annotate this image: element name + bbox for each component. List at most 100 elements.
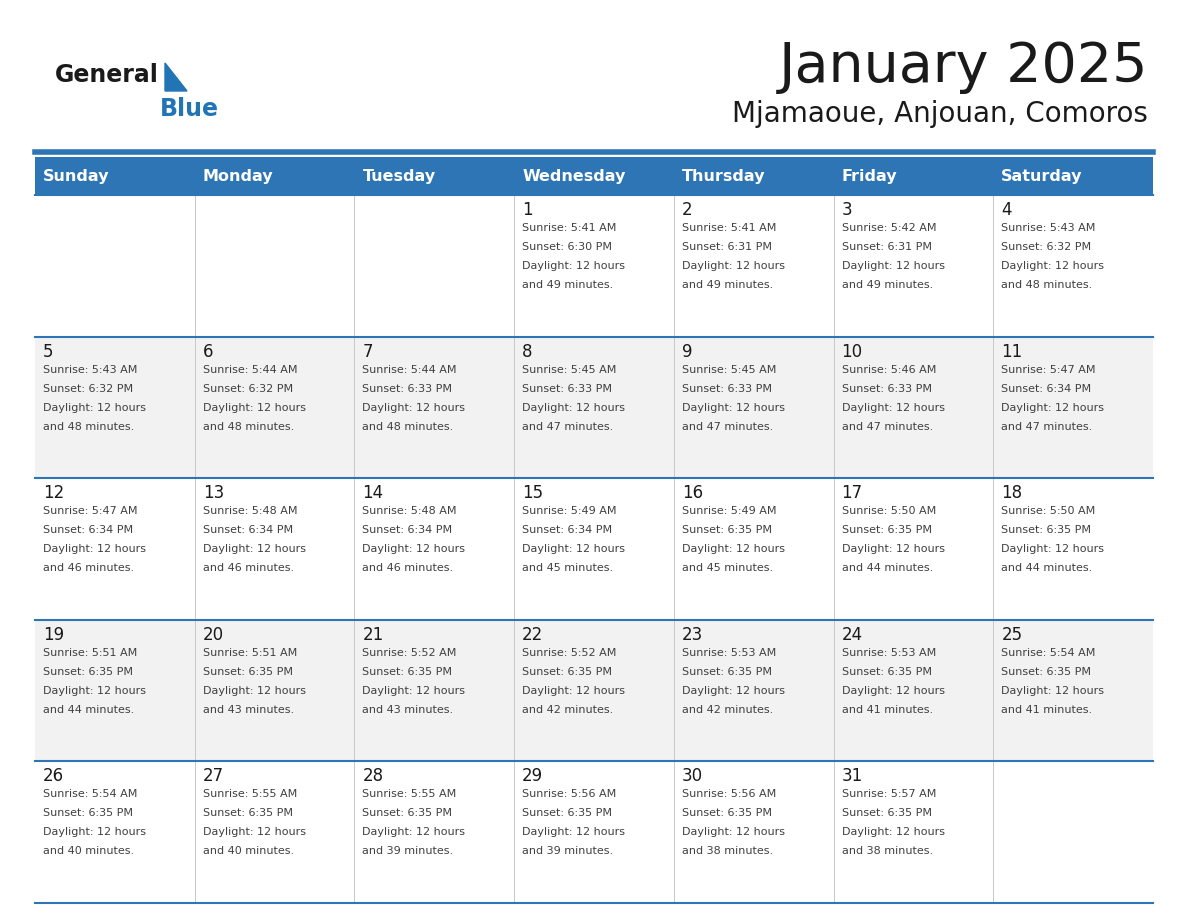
Text: and 44 minutes.: and 44 minutes. [43,705,134,715]
Text: 20: 20 [203,626,223,644]
Text: and 40 minutes.: and 40 minutes. [43,846,134,856]
Bar [34,157,1154,195]
Text: Sunrise: 5:46 AM: Sunrise: 5:46 AM [841,364,936,375]
Text: Sunset: 6:34 PM: Sunset: 6:34 PM [43,525,133,535]
Text: Daylight: 12 hours: Daylight: 12 hours [362,544,466,554]
Text: and 47 minutes.: and 47 minutes. [682,421,773,431]
Text: Sunrise: 5:41 AM: Sunrise: 5:41 AM [523,223,617,233]
Text: and 48 minutes.: and 48 minutes. [1001,280,1093,290]
Text: and 49 minutes.: and 49 minutes. [841,280,933,290]
Text: Sunrise: 5:48 AM: Sunrise: 5:48 AM [203,506,297,516]
Text: Sunrise: 5:52 AM: Sunrise: 5:52 AM [362,648,457,658]
Text: and 48 minutes.: and 48 minutes. [203,421,293,431]
Text: Sunset: 6:35 PM: Sunset: 6:35 PM [43,666,133,677]
Text: Daylight: 12 hours: Daylight: 12 hours [841,686,944,696]
Text: and 39 minutes.: and 39 minutes. [362,846,454,856]
Text: 29: 29 [523,767,543,786]
Text: 21: 21 [362,626,384,644]
Text: and 46 minutes.: and 46 minutes. [43,564,134,573]
Text: 14: 14 [362,484,384,502]
Text: and 44 minutes.: and 44 minutes. [1001,564,1093,573]
Text: Daylight: 12 hours: Daylight: 12 hours [203,403,305,412]
Text: Sunset: 6:33 PM: Sunset: 6:33 PM [362,384,453,394]
Text: Sunrise: 5:45 AM: Sunrise: 5:45 AM [682,364,776,375]
Text: Daylight: 12 hours: Daylight: 12 hours [203,544,305,554]
Text: 2: 2 [682,201,693,219]
Text: Sunset: 6:35 PM: Sunset: 6:35 PM [203,666,292,677]
Text: 18: 18 [1001,484,1023,502]
Text: 24: 24 [841,626,862,644]
Text: 26: 26 [43,767,64,786]
Text: Daylight: 12 hours: Daylight: 12 hours [523,686,625,696]
Text: Daylight: 12 hours: Daylight: 12 hours [523,261,625,271]
Text: 23: 23 [682,626,703,644]
Text: Sunset: 6:34 PM: Sunset: 6:34 PM [523,525,612,535]
Text: Sunday: Sunday [43,169,109,184]
Text: Tuesday: Tuesday [362,169,436,184]
Text: Daylight: 12 hours: Daylight: 12 hours [682,403,785,412]
Text: Daylight: 12 hours: Daylight: 12 hours [362,827,466,837]
Text: January 2025: January 2025 [778,40,1148,94]
Text: Daylight: 12 hours: Daylight: 12 hours [841,403,944,412]
Text: 17: 17 [841,484,862,502]
Text: 9: 9 [682,342,693,361]
Text: Sunrise: 5:47 AM: Sunrise: 5:47 AM [1001,364,1095,375]
Text: Sunrise: 5:51 AM: Sunrise: 5:51 AM [43,648,138,658]
Text: Sunset: 6:35 PM: Sunset: 6:35 PM [203,809,292,819]
Text: Sunrise: 5:42 AM: Sunrise: 5:42 AM [841,223,936,233]
Text: Wednesday: Wednesday [523,169,626,184]
Text: Daylight: 12 hours: Daylight: 12 hours [203,827,305,837]
Text: Daylight: 12 hours: Daylight: 12 hours [841,827,944,837]
Text: Sunrise: 5:44 AM: Sunrise: 5:44 AM [203,364,297,375]
Text: Daylight: 12 hours: Daylight: 12 hours [43,403,146,412]
Text: Sunrise: 5:48 AM: Sunrise: 5:48 AM [362,506,457,516]
Text: and 38 minutes.: and 38 minutes. [682,846,773,856]
Text: and 44 minutes.: and 44 minutes. [841,564,933,573]
Text: 22: 22 [523,626,543,644]
Text: Daylight: 12 hours: Daylight: 12 hours [841,261,944,271]
Bar [34,337,1154,478]
Text: Sunrise: 5:53 AM: Sunrise: 5:53 AM [682,648,776,658]
Text: and 45 minutes.: and 45 minutes. [682,564,773,573]
Text: Sunrise: 5:49 AM: Sunrise: 5:49 AM [523,506,617,516]
Text: Daylight: 12 hours: Daylight: 12 hours [523,544,625,554]
Text: Mjamaoue, Anjouan, Comoros: Mjamaoue, Anjouan, Comoros [732,100,1148,128]
Text: Daylight: 12 hours: Daylight: 12 hours [362,403,466,412]
Text: and 41 minutes.: and 41 minutes. [841,705,933,715]
Text: Sunset: 6:32 PM: Sunset: 6:32 PM [1001,242,1092,252]
Text: Sunset: 6:31 PM: Sunset: 6:31 PM [841,242,931,252]
Text: Sunrise: 5:44 AM: Sunrise: 5:44 AM [362,364,457,375]
Text: 25: 25 [1001,626,1023,644]
Text: Sunrise: 5:50 AM: Sunrise: 5:50 AM [1001,506,1095,516]
Text: Sunset: 6:31 PM: Sunset: 6:31 PM [682,242,772,252]
Text: Daylight: 12 hours: Daylight: 12 hours [682,544,785,554]
Text: Sunrise: 5:41 AM: Sunrise: 5:41 AM [682,223,776,233]
Text: Sunrise: 5:49 AM: Sunrise: 5:49 AM [682,506,776,516]
Text: Sunrise: 5:45 AM: Sunrise: 5:45 AM [523,364,617,375]
Text: Sunset: 6:35 PM: Sunset: 6:35 PM [362,666,453,677]
Text: Thursday: Thursday [682,169,765,184]
Text: Sunrise: 5:55 AM: Sunrise: 5:55 AM [362,789,456,800]
Text: 5: 5 [43,342,53,361]
Text: Sunrise: 5:57 AM: Sunrise: 5:57 AM [841,789,936,800]
Text: Sunrise: 5:56 AM: Sunrise: 5:56 AM [523,789,617,800]
Text: 30: 30 [682,767,703,786]
Text: Daylight: 12 hours: Daylight: 12 hours [43,827,146,837]
Text: Sunrise: 5:43 AM: Sunrise: 5:43 AM [1001,223,1095,233]
Text: 3: 3 [841,201,852,219]
Text: and 42 minutes.: and 42 minutes. [682,705,773,715]
Text: Sunset: 6:34 PM: Sunset: 6:34 PM [1001,384,1092,394]
Text: Daylight: 12 hours: Daylight: 12 hours [1001,544,1105,554]
Text: Sunset: 6:35 PM: Sunset: 6:35 PM [682,525,772,535]
Text: Sunrise: 5:54 AM: Sunrise: 5:54 AM [1001,648,1095,658]
Text: Daylight: 12 hours: Daylight: 12 hours [523,827,625,837]
Text: and 38 minutes.: and 38 minutes. [841,846,933,856]
Text: Daylight: 12 hours: Daylight: 12 hours [203,686,305,696]
Text: Daylight: 12 hours: Daylight: 12 hours [841,544,944,554]
Text: 11: 11 [1001,342,1023,361]
Text: Sunset: 6:35 PM: Sunset: 6:35 PM [1001,666,1092,677]
Text: Blue: Blue [160,97,219,121]
Text: 8: 8 [523,342,532,361]
Text: Daylight: 12 hours: Daylight: 12 hours [682,686,785,696]
Text: Sunset: 6:35 PM: Sunset: 6:35 PM [362,809,453,819]
